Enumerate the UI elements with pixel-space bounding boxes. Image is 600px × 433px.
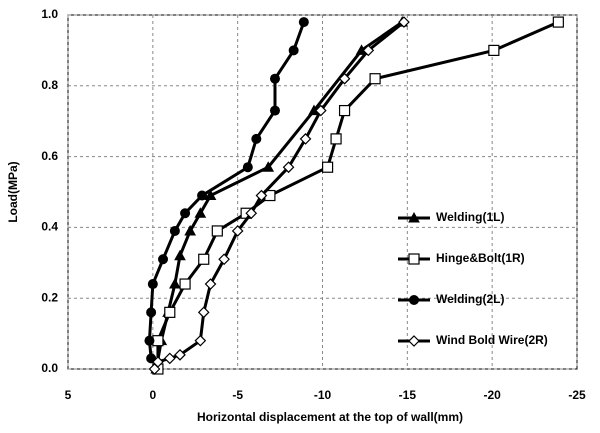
legend-label: Welding(1L)	[436, 210, 504, 224]
marker	[488, 44, 500, 57]
x-tick-label: 5	[65, 388, 72, 402]
y-tick-label: 0.8	[41, 78, 58, 92]
marker	[198, 253, 210, 265]
marker	[231, 225, 244, 237]
x-tick-label: -10	[314, 388, 332, 402]
y-tick-label: 0.6	[41, 149, 58, 163]
marker	[282, 161, 295, 174]
marker	[314, 104, 327, 117]
marker	[321, 161, 334, 173]
marker	[408, 211, 420, 223]
marker	[174, 249, 186, 261]
marker	[152, 356, 164, 368]
marker	[146, 307, 157, 318]
marker	[242, 162, 253, 173]
marker	[218, 253, 230, 266]
marker	[204, 278, 217, 290]
marker	[398, 16, 410, 28]
y-axis-label: Load(MPa)	[6, 161, 20, 222]
marker	[299, 133, 312, 145]
y-tick-label: 0.0	[41, 361, 58, 375]
marker	[245, 207, 258, 220]
legend-label: Wind Bold Wire(2R)	[436, 333, 548, 347]
legend-label: Hinge&Bolt(1R)	[436, 251, 525, 265]
marker	[144, 335, 155, 346]
x-axis-label: Horizontal displacement at the top of wa…	[197, 410, 463, 424]
marker	[369, 73, 381, 85]
marker	[269, 73, 280, 84]
x-tick-label: 0	[149, 388, 156, 402]
marker	[180, 208, 191, 219]
marker	[408, 253, 420, 265]
marker	[288, 45, 299, 56]
marker	[197, 190, 208, 201]
marker	[298, 17, 309, 28]
marker	[409, 295, 419, 305]
marker	[158, 254, 169, 265]
marker	[194, 207, 207, 218]
marker	[362, 44, 375, 57]
marker	[197, 306, 210, 319]
series-line	[156, 20, 559, 369]
marker	[255, 189, 268, 202]
marker	[262, 161, 275, 172]
x-tick-label: -25	[568, 388, 586, 402]
y-tick-label: 1.0	[41, 7, 58, 21]
marker	[338, 104, 351, 117]
marker	[169, 225, 180, 236]
legend-label: Welding(2L)	[436, 292, 504, 306]
x-tick-label: -5	[232, 388, 243, 402]
marker	[194, 334, 207, 347]
marker	[338, 72, 351, 85]
marker	[169, 278, 181, 289]
marker	[552, 16, 564, 28]
y-tick-label: 0.2	[41, 290, 58, 304]
marker	[164, 306, 176, 318]
x-tick-label: -20	[483, 388, 501, 402]
x-tick-label: -15	[399, 388, 417, 402]
marker	[408, 335, 420, 347]
marker	[147, 279, 158, 290]
marker	[330, 133, 342, 145]
marker	[211, 225, 223, 237]
marker	[184, 224, 197, 236]
marker	[204, 189, 217, 201]
y-tick-label: 0.4	[41, 220, 58, 234]
marker	[251, 133, 262, 144]
marker	[163, 352, 176, 365]
marker	[269, 105, 280, 116]
marker	[174, 348, 186, 361]
marker	[179, 278, 191, 290]
